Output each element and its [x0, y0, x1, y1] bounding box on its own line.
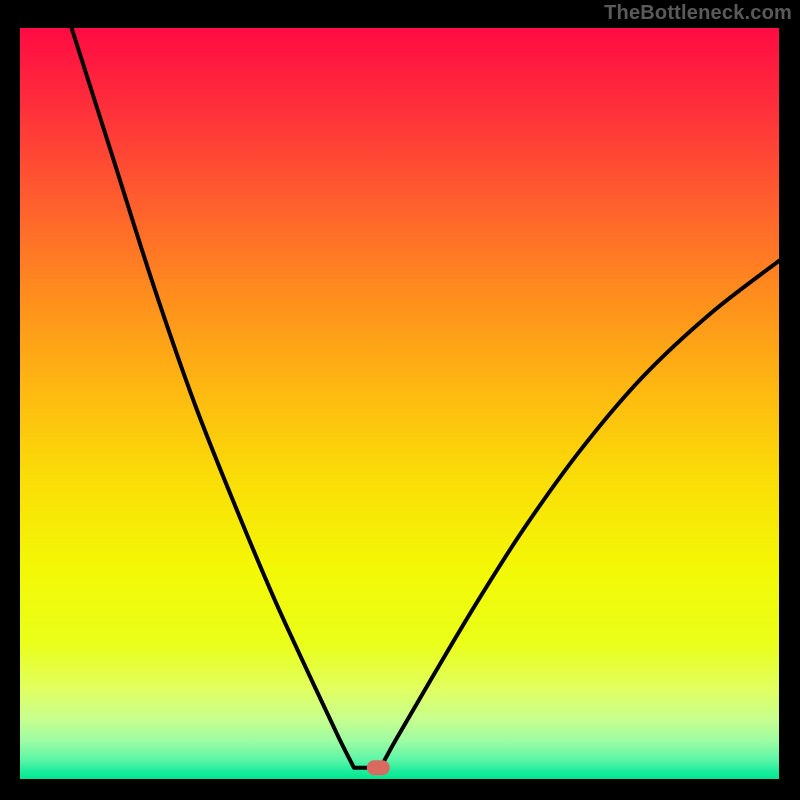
chart-container: TheBottleneck.com [0, 0, 800, 800]
watermark-text: TheBottleneck.com [604, 2, 792, 25]
bottleneck-v-chart [0, 0, 800, 800]
gradient-background [20, 28, 779, 779]
optimum-marker [367, 761, 389, 775]
